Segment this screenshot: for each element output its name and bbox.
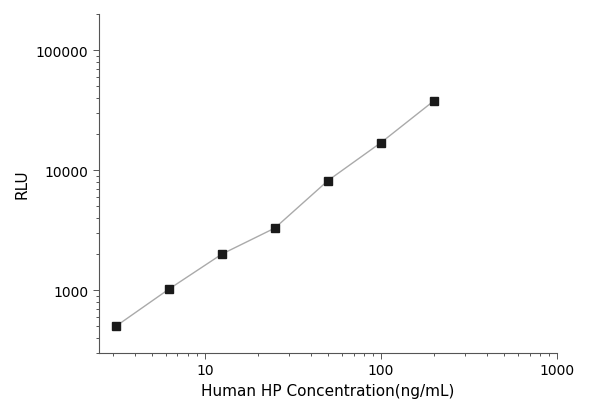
- X-axis label: Human HP Concentration(ng/mL): Human HP Concentration(ng/mL): [201, 383, 455, 398]
- Y-axis label: RLU: RLU: [15, 169, 30, 199]
